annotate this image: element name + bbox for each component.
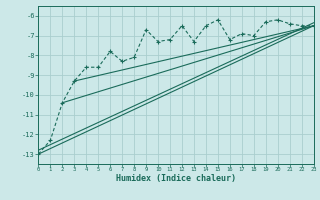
X-axis label: Humidex (Indice chaleur): Humidex (Indice chaleur) [116, 174, 236, 183]
